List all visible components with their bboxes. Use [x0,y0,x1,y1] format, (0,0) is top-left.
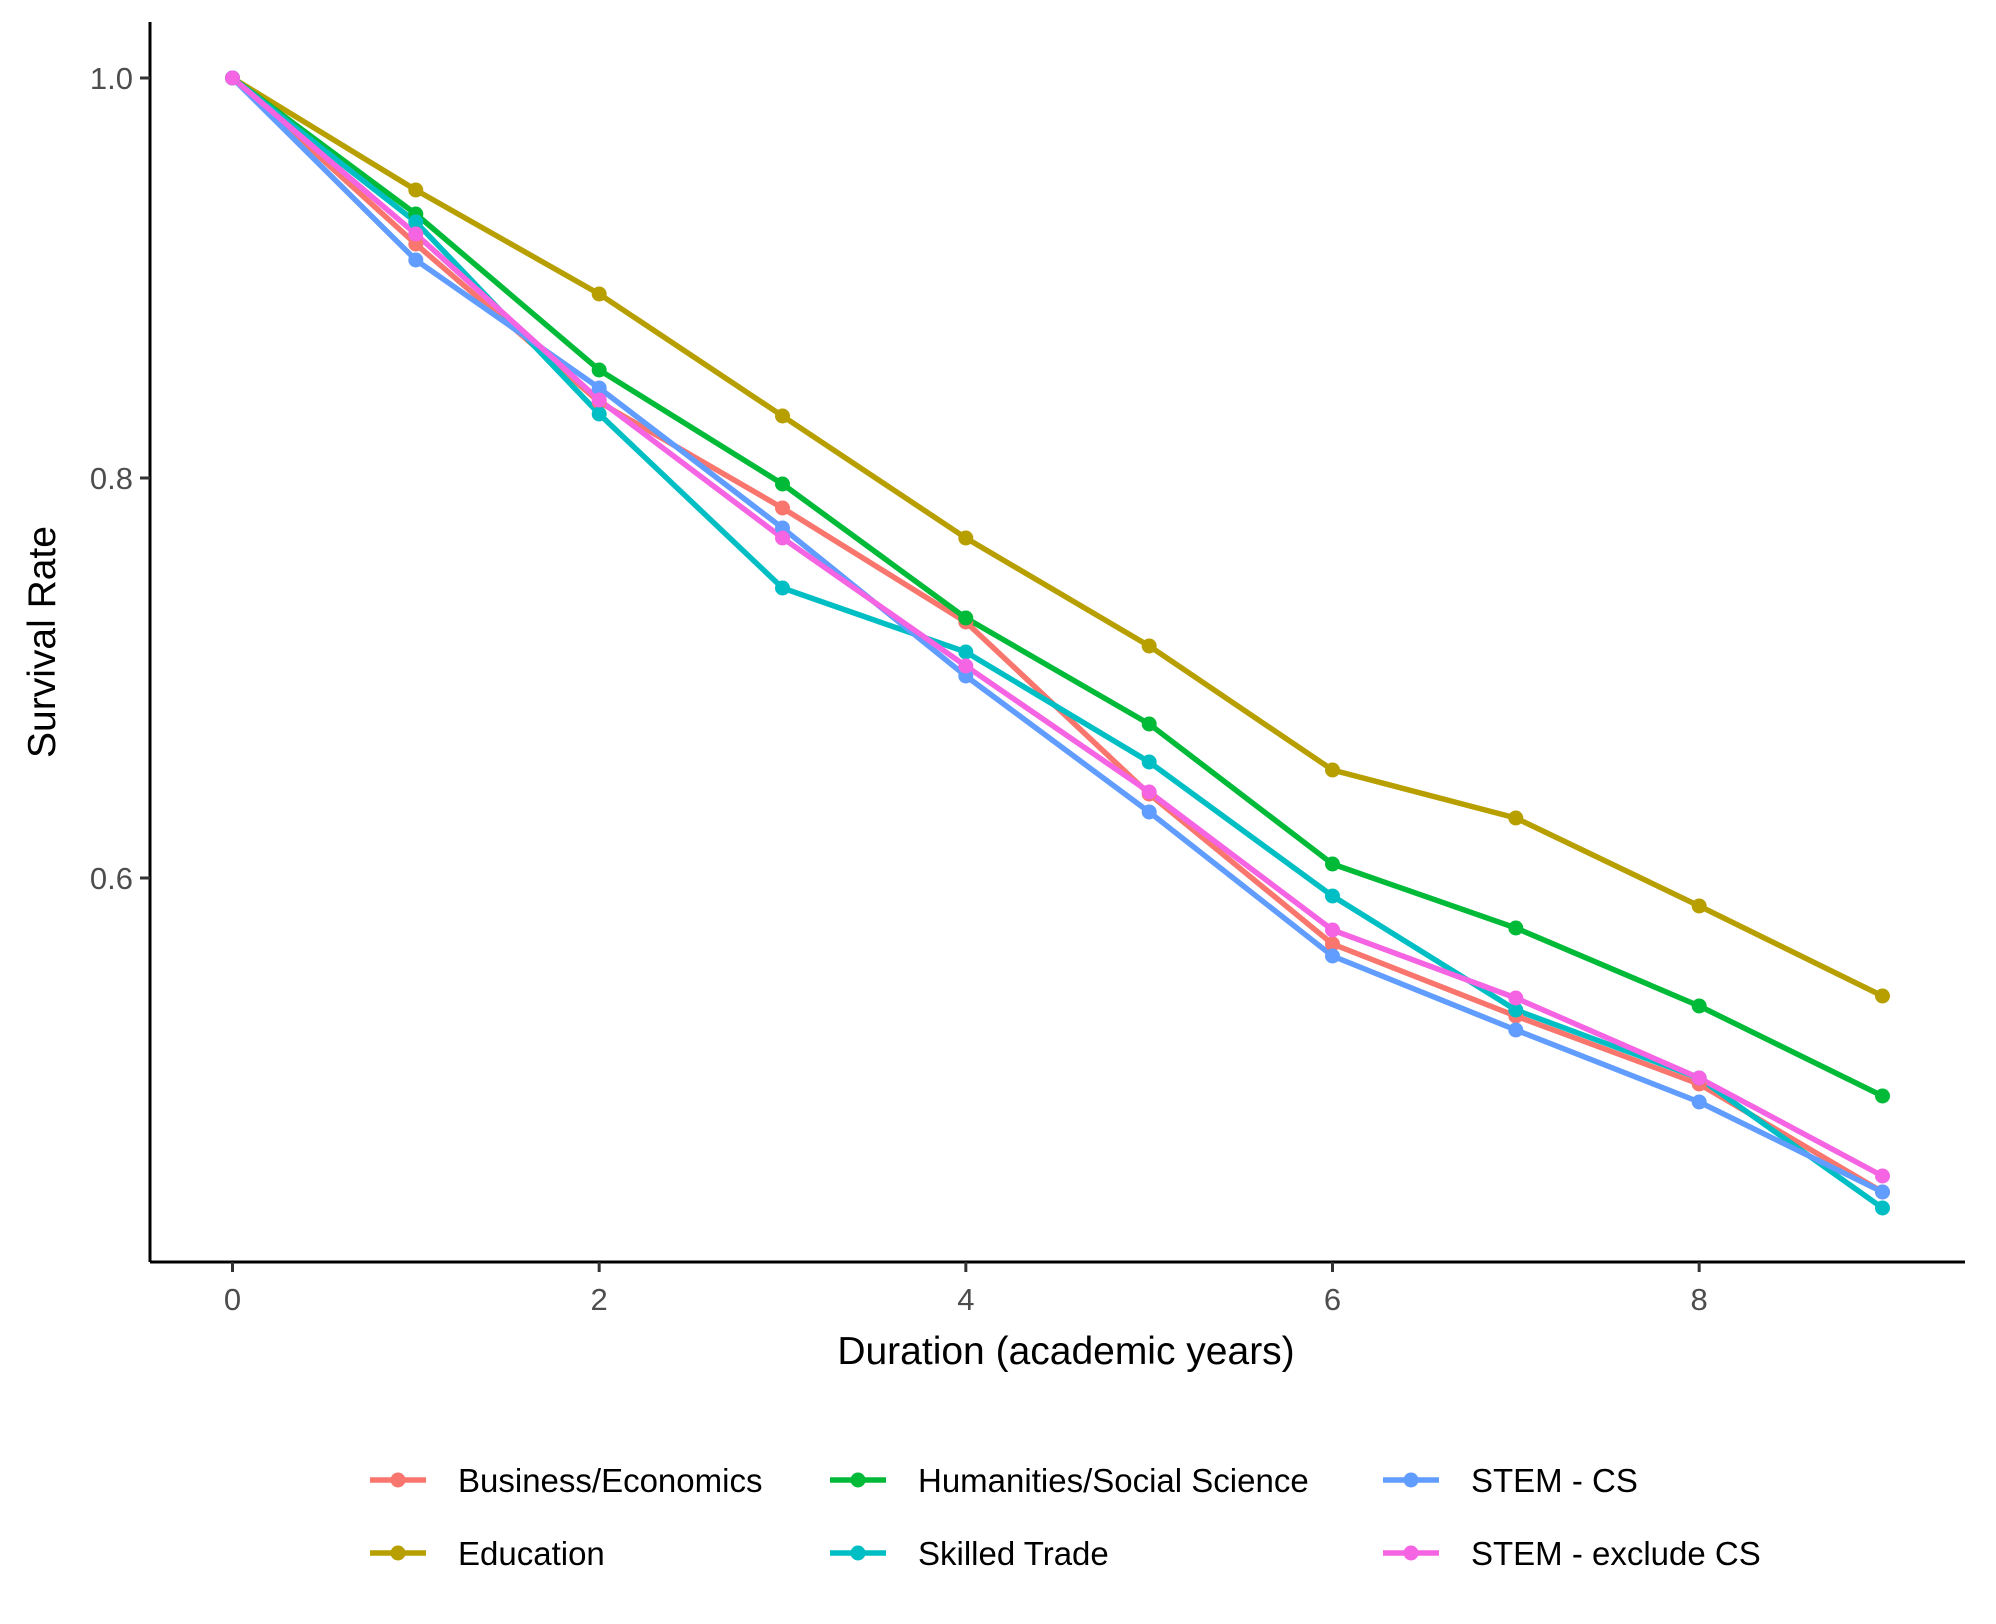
series-point-4-5 [1141,804,1157,820]
y-tick-label: 0.8 [90,461,133,496]
series-point-3-3 [775,580,790,596]
series-point-2-4 [958,610,974,626]
series-point-5-0 [225,70,240,86]
series-point-1-9 [1875,988,1890,1004]
series-point-5-9 [1875,1168,1890,1184]
series-point-5-5 [1141,784,1157,800]
series-point-3-9 [1875,1200,1890,1216]
legend-key-point [1403,1545,1419,1561]
legend-item-3: Skilled Trade [830,1535,1109,1572]
series-point-0-6 [1325,936,1340,952]
series-point-3-5 [1141,754,1157,770]
series-point-5-8 [1691,1070,1707,1086]
series-line-5 [229,75,1886,1179]
legend-item-2: Humanities/Social Science [830,1462,1309,1499]
series-line-2 [229,75,1886,1099]
series-point-5-6 [1325,922,1340,938]
series-point-5-2 [591,392,607,408]
legend-key-point [390,1472,406,1488]
legend-item-1: Education [370,1535,605,1572]
series-point-3-4 [958,644,974,660]
y-axis-title: Survival Rate [21,526,64,758]
legend-key-point [390,1545,406,1561]
y-tick-label: 0.6 [90,861,133,896]
legend-label: Education [458,1535,605,1572]
series-point-2-9 [1875,1088,1890,1104]
series-point-2-6 [1325,856,1340,872]
series-point-2-7 [1508,920,1524,936]
series-point-1-5 [1141,638,1157,654]
legend-key-point [850,1472,866,1488]
series-point-4-2 [591,380,607,396]
series-point-1-7 [1508,810,1524,826]
series-point-2-5 [1141,716,1157,732]
series-point-2-8 [1691,998,1707,1014]
series-point-4-1 [408,252,424,268]
series-point-1-4 [958,530,974,546]
x-tick-label: 4 [957,1282,974,1317]
series-point-5-7 [1508,990,1524,1006]
series-point-4-7 [1508,1022,1524,1038]
series-point-3-1 [408,214,424,230]
series-point-1-8 [1691,898,1707,914]
legend-item-4: STEM - CS [1383,1462,1638,1499]
series-point-1-1 [408,182,424,198]
legend-item-5: STEM - exclude CS [1383,1535,1761,1572]
legend-item-0: Business/Economics [370,1462,762,1499]
x-axis-ticks: 0 2 4 6 8 [224,1262,1708,1317]
series-point-4-6 [1325,948,1340,964]
series-point-1-2 [591,286,607,302]
x-tick-label: 6 [1324,1282,1341,1317]
series-point-1-3 [775,408,790,424]
legend-label: Humanities/Social Science [918,1462,1309,1499]
series-point-2-2 [591,362,607,378]
legend-key-point [1403,1472,1419,1488]
series-point-5-3 [775,530,790,546]
series-point-5-4 [958,658,974,674]
legend: Business/Economics Education Humanities/So… [370,1462,1761,1572]
series-point-4-9 [1875,1184,1890,1200]
legend-key-point [850,1545,866,1561]
legend-label: Business/Economics [458,1462,762,1499]
series-lines [229,75,1886,1211]
series-point-1-6 [1325,762,1340,778]
legend-label: Skilled Trade [918,1535,1109,1572]
series-point-2-3 [775,476,790,492]
x-tick-label: 2 [591,1282,608,1317]
series-point-4-8 [1691,1094,1707,1110]
series-line-4 [229,75,1886,1195]
series-point-0-3 [775,500,790,516]
y-tick-label: 1.0 [90,61,133,96]
legend-label: STEM - exclude CS [1471,1535,1761,1572]
x-axis-title: Duration (academic years) [837,1330,1294,1373]
y-axis-ticks: 0.6 0.8 1.0 [90,61,150,896]
legend-label: STEM - CS [1471,1462,1638,1499]
x-tick-label: 8 [1691,1282,1708,1317]
series-point-3-6 [1325,888,1340,904]
series-line-1 [229,75,1886,999]
series-points [225,70,1890,1216]
x-tick-label: 0 [224,1282,241,1317]
series-point-3-7 [1508,1002,1524,1018]
series-point-3-2 [591,406,607,422]
series-point-5-1 [408,226,424,242]
